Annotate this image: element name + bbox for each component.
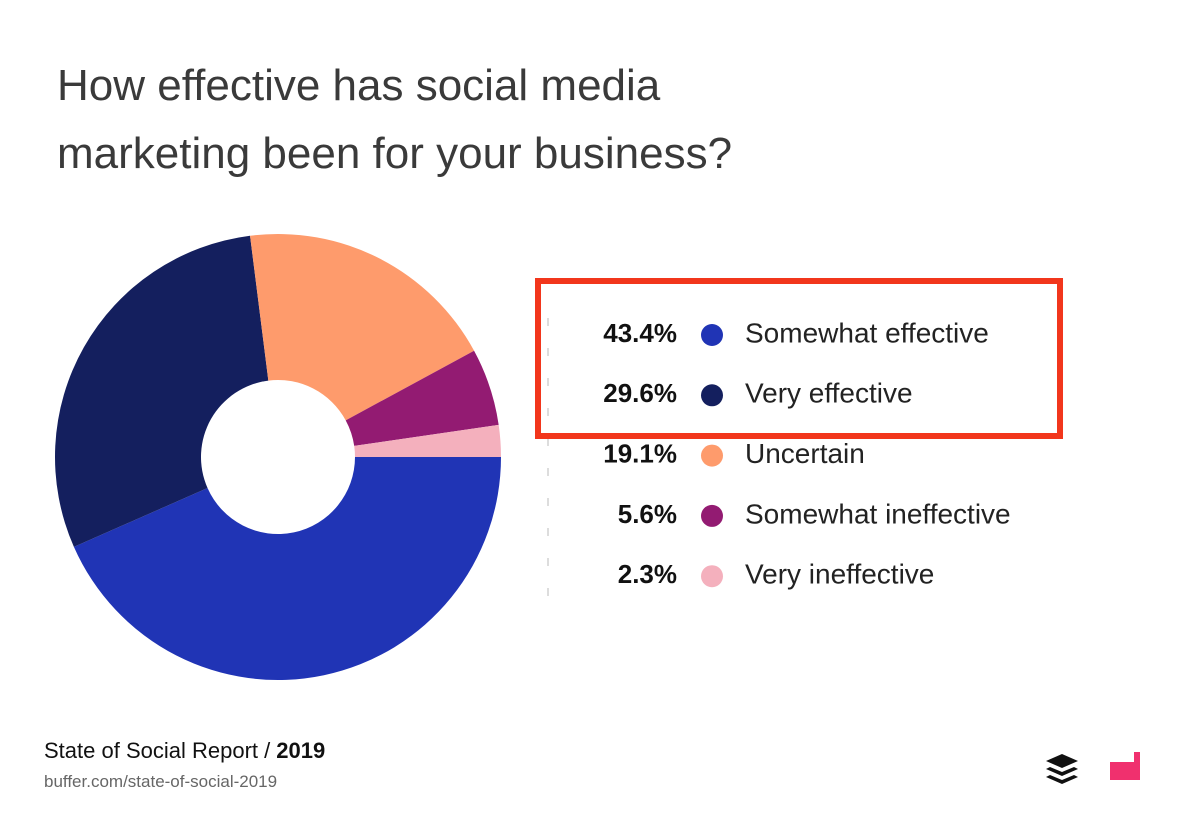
legend-marker <box>701 504 723 527</box>
value-label: 43.4% <box>603 318 677 348</box>
legend: 43.4% Somewhat effective 29.6% Very effecti… <box>603 317 1010 589</box>
footer: State of Social Report /2019 buffer.com/… <box>44 738 325 792</box>
legend-label: Somewhat effective <box>745 317 989 348</box>
value-label: 2.3% <box>618 559 677 589</box>
donut <box>54 234 502 681</box>
legend-label: Very ineffective <box>745 559 934 590</box>
slice <box>73 457 502 681</box>
slice <box>54 235 269 547</box>
buffer-logo <box>1046 754 1078 784</box>
source-name: State of Social Report / <box>44 738 271 763</box>
social-logo <box>1110 752 1140 780</box>
value-label: 19.1% <box>603 438 677 468</box>
slice <box>354 424 501 457</box>
legend-marker <box>701 324 723 346</box>
source: State of Social Report /2019 <box>44 738 325 764</box>
legend-marker <box>701 384 723 407</box>
source-url: buffer.com/state-of-social-2019 <box>44 772 278 791</box>
legend-label: Very effective <box>745 378 913 409</box>
chart-title: How effective has social media marketing… <box>57 61 733 178</box>
slice <box>250 234 475 421</box>
slice <box>345 350 499 446</box>
value-label: 5.6% <box>618 499 677 529</box>
legend-marker <box>701 565 723 588</box>
legend-marker <box>701 444 723 467</box>
legend-label: Uncertain <box>745 438 865 469</box>
highlight-box <box>535 278 1063 439</box>
value-label: 29.6% <box>603 378 677 408</box>
legend-label: Somewhat ineffective <box>745 498 1011 529</box>
source-year: 2019 <box>276 738 326 763</box>
